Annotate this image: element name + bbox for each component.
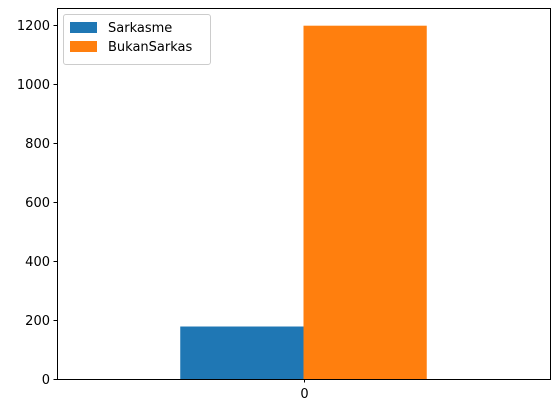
- y-tick-label-800: 800: [25, 137, 50, 152]
- y-axis: 0 200 400 600 800 1000 1200: [17, 19, 57, 388]
- bar-sarkasme-0: [180, 326, 304, 379]
- y-tick-label-1200: 1200: [17, 19, 50, 34]
- legend-swatch-bukansarkas: [70, 41, 97, 52]
- bars-group: [180, 25, 427, 379]
- bar-bukansarkas-0: [303, 25, 427, 379]
- x-tick-label-0: 0: [300, 387, 308, 402]
- legend-box: [63, 14, 211, 65]
- x-axis: 0: [300, 379, 309, 402]
- y-tick-label-1000: 1000: [17, 78, 50, 93]
- legend-label-bukansarkas: BukanSarkas: [108, 40, 192, 55]
- legend-label-sarkasme: Sarkasme: [108, 21, 172, 36]
- y-tick-label-600: 600: [25, 196, 50, 211]
- legend: Sarkasme BukanSarkas: [63, 14, 211, 65]
- legend-swatch-sarkasme: [70, 22, 97, 33]
- y-tick-label-400: 400: [25, 255, 50, 270]
- y-tick-label-200: 200: [25, 314, 50, 329]
- y-tick-label-0: 0: [42, 373, 50, 388]
